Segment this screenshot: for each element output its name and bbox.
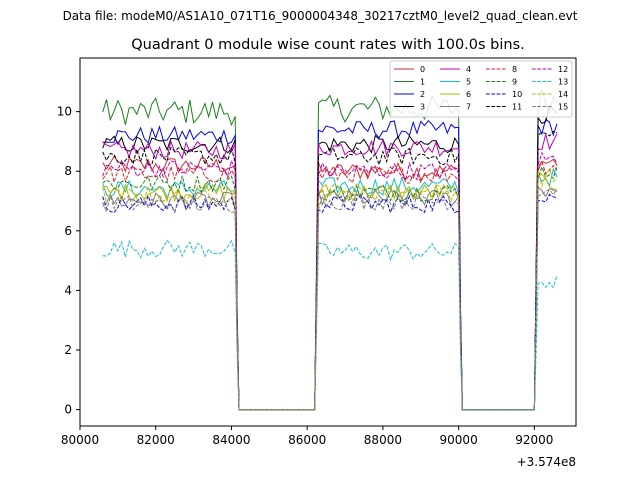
legend-label-10: 10 xyxy=(512,90,522,99)
legend-label-0: 0 xyxy=(420,65,425,74)
legend-label-12: 12 xyxy=(558,65,568,74)
series-line-6 xyxy=(102,173,558,411)
chart-title: Quadrant 0 module wise count rates with … xyxy=(131,37,525,53)
series-line-11 xyxy=(102,130,558,411)
series-line-8 xyxy=(102,160,558,411)
legend-label-13: 13 xyxy=(558,78,568,87)
y-tick-label: 0 xyxy=(64,403,72,417)
legend-label-11: 11 xyxy=(512,103,522,112)
series-line-1 xyxy=(102,89,558,411)
legend-label-1: 1 xyxy=(420,78,425,87)
series-line-10 xyxy=(102,193,558,411)
y-tick-label: 10 xyxy=(57,105,72,119)
axes-frame xyxy=(79,57,577,427)
legend-label-2: 2 xyxy=(420,90,425,99)
series-line-15 xyxy=(102,188,558,411)
axes-layer: 80000 82000 84000 86000 88000 90000 92000 0 2 4 6 8… xyxy=(57,57,577,447)
legend-label-4: 4 xyxy=(466,65,471,74)
series-line-12 xyxy=(102,151,558,411)
series-line-3 xyxy=(102,105,558,411)
y-tick-label: 8 xyxy=(64,164,72,178)
legend-label-15: 15 xyxy=(558,103,568,112)
series-line-13 xyxy=(102,239,558,411)
legend-label-8: 8 xyxy=(512,65,517,74)
legend-label-7: 7 xyxy=(466,103,471,112)
x-tick-label: 86000 xyxy=(288,433,326,447)
x-offset-label: +3.574e8 xyxy=(517,455,576,469)
series-layer xyxy=(102,89,558,411)
legend-label-6: 6 xyxy=(466,90,471,99)
x-tick-label: 84000 xyxy=(212,433,250,447)
y-tick-label: 4 xyxy=(64,283,72,297)
x-tick-label: 90000 xyxy=(440,433,478,447)
series-line-4 xyxy=(102,133,558,411)
series-line-7 xyxy=(102,186,558,411)
legend-box xyxy=(389,60,573,118)
legend-label-9: 9 xyxy=(512,78,517,87)
x-tick-label: 92000 xyxy=(515,433,553,447)
chart-suptitle: Data file: modeM0/AS1A10_071T16_90000043… xyxy=(63,9,578,23)
legend-label-14: 14 xyxy=(558,90,568,99)
y-tick-label: 6 xyxy=(64,224,72,238)
y-tick-label: 2 xyxy=(64,343,72,357)
series-line-2 xyxy=(102,118,558,411)
series-line-9 xyxy=(102,165,558,411)
legend-label-3: 3 xyxy=(420,103,425,112)
x-tick-label: 82000 xyxy=(137,433,175,447)
x-tick-label: 80000 xyxy=(61,433,99,447)
series-line-0 xyxy=(102,155,558,411)
x-tick-label: 88000 xyxy=(364,433,402,447)
series-line-5 xyxy=(102,167,558,411)
legend-label-5: 5 xyxy=(466,78,471,87)
